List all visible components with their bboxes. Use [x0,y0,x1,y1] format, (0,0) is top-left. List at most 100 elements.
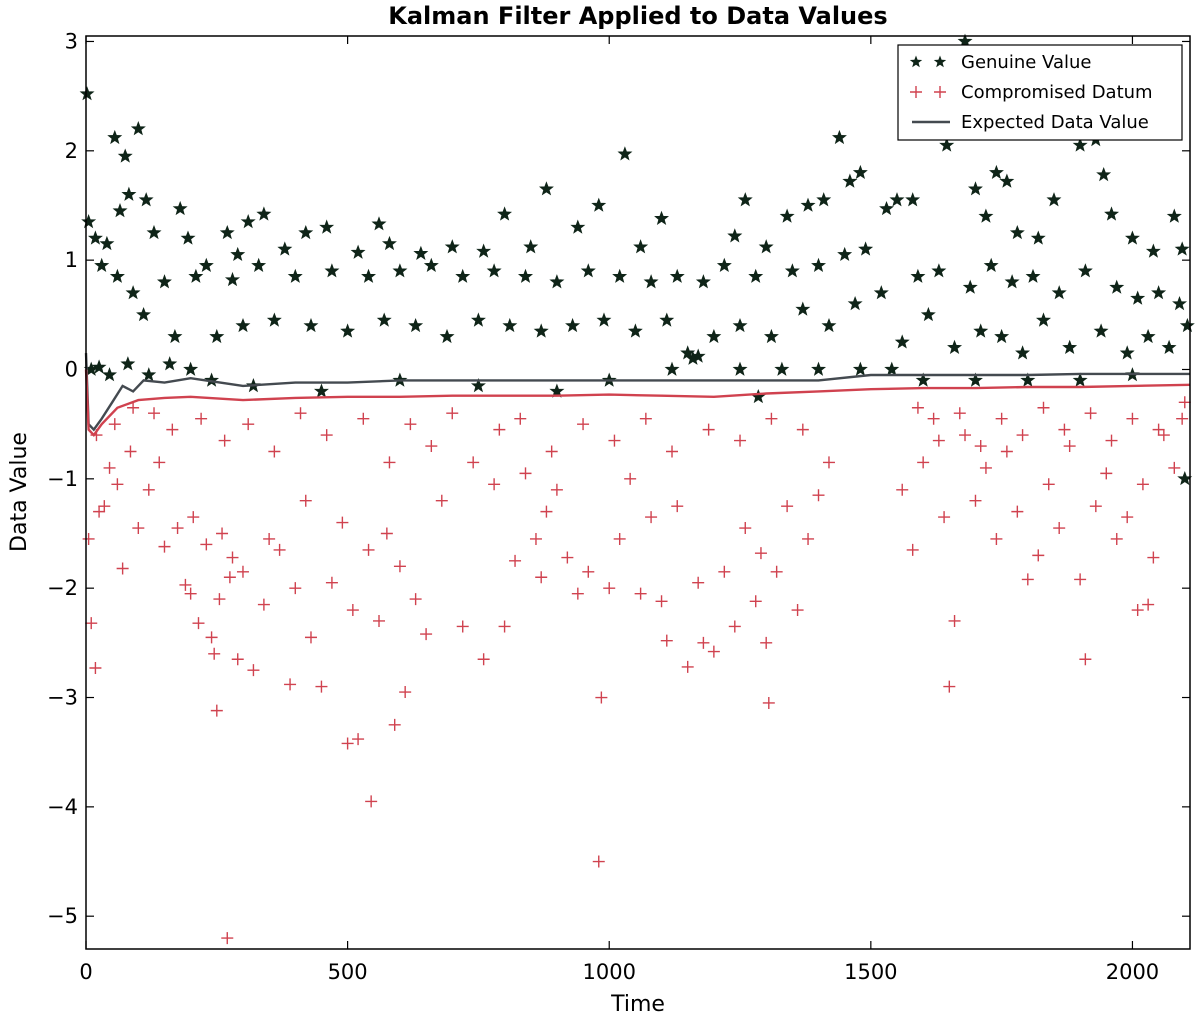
compromised-point [1089,500,1102,513]
genuine-point [324,263,340,278]
compromised-point [231,653,244,666]
compromised-point [550,483,563,496]
compromised-point [388,718,401,731]
compromised-point [702,423,715,436]
compromised-point [456,620,469,633]
y-axis-label: Data Value [7,432,32,552]
genuine-point [967,372,983,387]
compromised-point [948,614,961,627]
series-line [84,369,1191,437]
genuine-point [112,203,128,218]
genuine-point [371,216,387,231]
genuine-point [81,214,97,229]
genuine-point [180,230,196,245]
genuine-point [910,268,926,283]
compromised-point [571,587,584,600]
genuine-point [381,235,397,251]
compromised-point [127,401,140,414]
genuine-point [502,317,518,333]
compromised-point [289,582,302,595]
genuine-point [784,263,800,278]
compromised-point [304,631,317,644]
compromised-point [634,587,647,600]
genuine-point [408,317,424,333]
compromised-point [624,472,637,485]
genuine-point [633,239,649,254]
series-1 [82,396,1191,945]
legend-plus-swatch [910,86,922,98]
compromised-point [760,636,773,649]
compromised-point [446,407,459,420]
genuine-point [313,383,329,398]
genuine-point [664,361,680,376]
genuine-point [920,306,936,322]
compromised-point [535,571,548,584]
compromised-point [509,554,522,567]
compromised-point [85,617,98,630]
genuine-point [87,230,103,245]
compromised-point [1126,412,1139,425]
genuine-point [811,257,827,272]
genuine-point [795,301,811,316]
genuine-point [774,361,790,376]
compromised-point [98,500,111,513]
compromised-point [1110,532,1123,545]
compromised-point [1011,505,1024,518]
compromised-point [639,412,652,425]
genuine-point [596,312,612,327]
compromised-point [226,551,239,564]
compromised-point [582,565,595,578]
compromised-point [399,686,412,699]
y-tick-label: 3 [65,29,78,53]
genuine-point [125,285,141,300]
compromised-point [210,704,223,717]
compromised-point [1000,445,1013,458]
genuine-point [816,192,832,207]
genuine-point [873,285,889,300]
compromised-point [493,423,506,436]
genuine-point [251,257,267,272]
compromised-point [336,516,349,529]
compromised-point [205,631,218,644]
genuine-point [287,268,303,283]
genuine-point [1151,285,1167,300]
genuine-point [109,268,125,283]
genuine-point [617,146,633,161]
genuine-point [939,137,955,152]
compromised-point [108,418,121,431]
genuine-point [978,208,994,223]
genuine-point [750,388,766,404]
compromised-point [1042,478,1055,491]
genuine-point [847,296,863,311]
genuine-point [219,224,235,240]
compromised-point [242,418,255,431]
genuine-point [763,328,779,344]
compromised-point [1157,429,1170,442]
genuine-point [188,268,204,283]
genuine-point [706,328,722,344]
genuine-point [204,372,220,387]
genuine-point [737,192,753,207]
compromised-point [995,412,1008,425]
legend-star-swatch [909,55,923,68]
genuine-point [695,274,711,289]
genuine-point [198,257,214,272]
compromised-point [171,522,184,535]
genuine-point [523,239,539,254]
genuine-point [758,239,774,254]
legend-label: Expected Data Value [961,112,1149,133]
genuine-point [905,192,921,207]
compromised-point [603,582,616,595]
compromised-point [132,522,145,535]
genuine-point [1025,268,1041,283]
compromised-point [608,434,621,447]
genuine-point [1096,167,1112,182]
compromised-point [561,551,574,564]
compromised-point [1142,598,1155,611]
compromised-point [529,532,542,545]
compromised-point [1131,604,1144,617]
compromised-point [770,565,783,578]
compromised-point [218,434,231,447]
genuine-point [517,268,534,283]
compromised-point [1079,653,1092,666]
